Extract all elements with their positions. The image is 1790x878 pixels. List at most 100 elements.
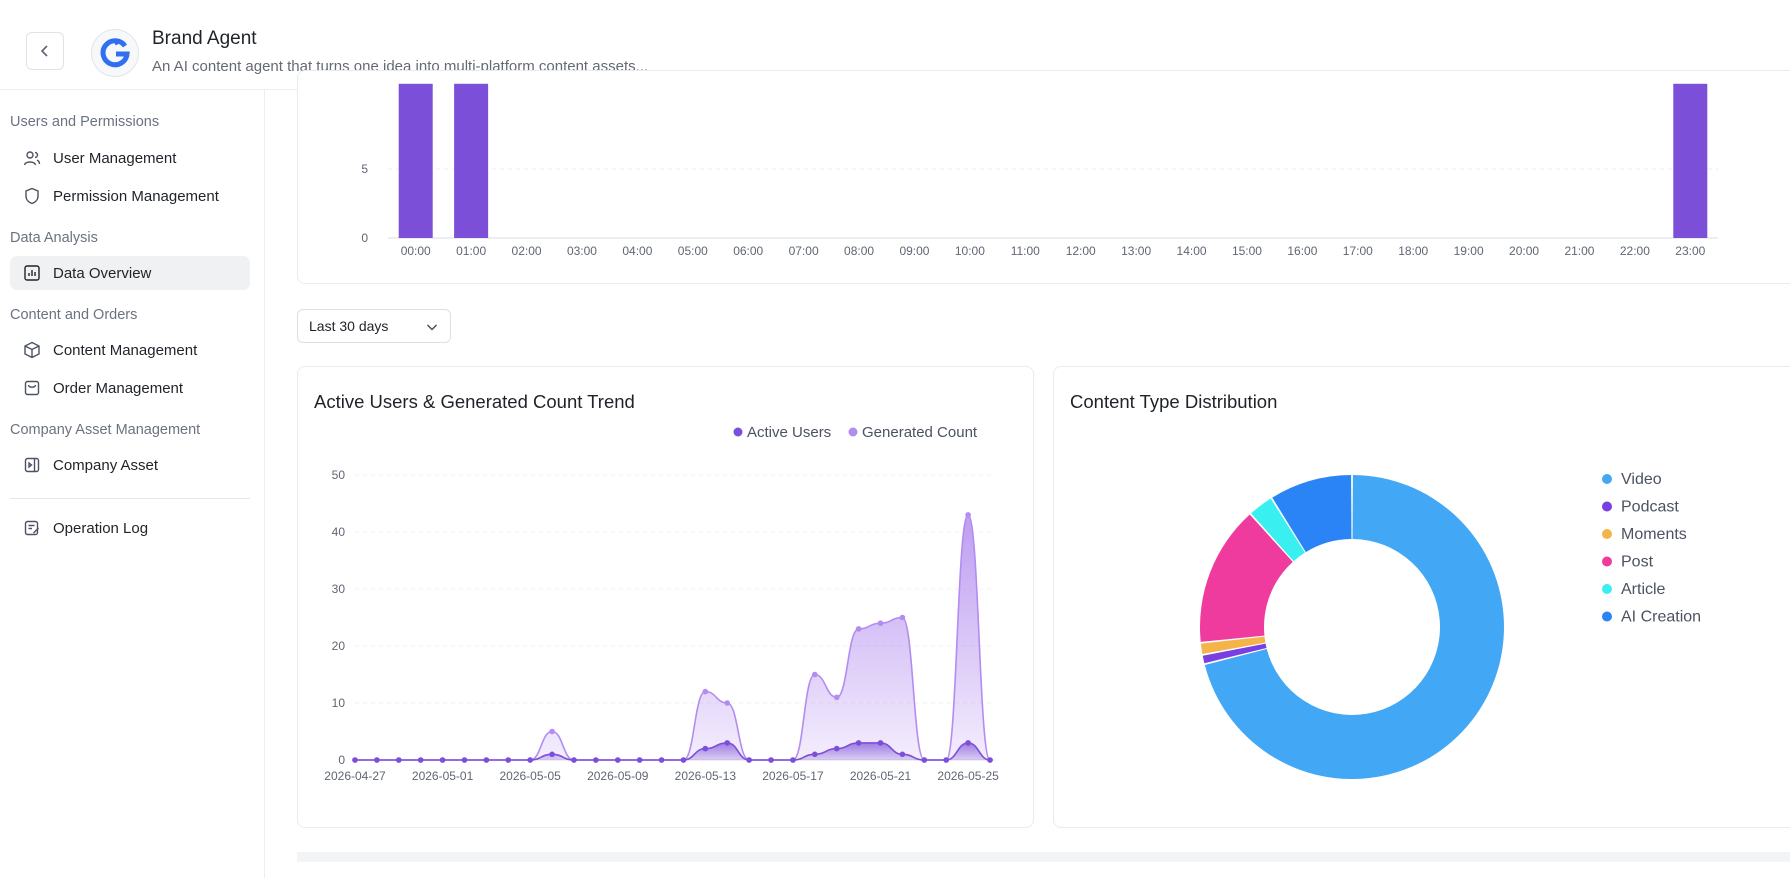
active-users-point — [636, 757, 643, 763]
slice-article — [1251, 498, 1305, 562]
bar — [1673, 83, 1708, 238]
x-tick-label: 17:00 — [1343, 244, 1373, 258]
sidebar-item-operation-log[interactable]: Operation Log — [10, 511, 250, 545]
legend-label: Active Users — [747, 424, 831, 441]
active-users-point — [505, 757, 512, 763]
active-users-point — [790, 757, 796, 763]
x-tick-label: 16:00 — [1287, 244, 1317, 258]
x-tick-label: 12:00 — [1066, 244, 1096, 258]
x-tick-label: 15:00 — [1232, 244, 1262, 258]
generated-count-point — [965, 512, 971, 518]
active-users-point — [724, 740, 731, 746]
bar — [454, 83, 489, 238]
legend-label: Video — [1621, 471, 1662, 488]
x-tick-label: 2026-05-25 — [937, 769, 999, 783]
active-users-point — [921, 757, 928, 763]
active-users-point — [571, 757, 577, 763]
date-range-select[interactable]: Last 30 days — [297, 309, 451, 343]
order-icon — [24, 380, 40, 396]
legend-marker — [733, 427, 743, 437]
active-users-area — [355, 742, 990, 760]
sidebar-item-content-management[interactable]: Content Management — [10, 333, 250, 367]
x-tick-label: 23:00 — [1675, 244, 1705, 258]
y-tick-label: 5 — [361, 162, 368, 176]
generated-count-point — [812, 671, 818, 678]
x-tick-label: 02:00 — [512, 244, 542, 258]
x-tick-label: 13:00 — [1121, 244, 1151, 258]
back-button[interactable] — [26, 32, 64, 70]
active-users-point — [374, 757, 380, 763]
active-users-point — [549, 751, 555, 758]
legend-marker — [1602, 501, 1612, 512]
sidebar-item-data-overview[interactable]: Data Overview — [10, 256, 250, 290]
generated-count-point — [899, 614, 906, 621]
slice-moments — [1200, 636, 1266, 654]
active-users-point — [593, 757, 599, 763]
generated-count-point — [833, 694, 840, 701]
slice-video — [1204, 475, 1504, 779]
section-title-content-orders: Content and Orders — [10, 307, 138, 323]
legend-label: AI Creation — [1621, 609, 1701, 626]
x-tick-label: 2026-05-21 — [850, 769, 912, 783]
generated-count-point — [855, 626, 862, 632]
active-users-point — [965, 740, 971, 746]
active-users-point — [352, 757, 358, 763]
x-tick-label: 19:00 — [1454, 244, 1484, 258]
active-users-point — [899, 751, 906, 758]
legend-label: Post — [1621, 554, 1654, 571]
x-tick-label: 14:00 — [1177, 244, 1207, 258]
x-tick-label: 05:00 — [678, 244, 708, 258]
log-icon — [24, 520, 39, 536]
x-tick-label: 2026-05-13 — [675, 769, 737, 783]
bar-chart-icon — [24, 265, 40, 281]
active-users-point — [812, 751, 818, 758]
hourly-usage-card: 0 5 00:00 01:00 02:00 03:00 04:00 05:00 06:00 07:… — [297, 70, 1790, 284]
app-logo — [91, 29, 139, 77]
slice-post — [1200, 514, 1293, 642]
x-tick-label: 20:00 — [1509, 244, 1539, 258]
y-tick-label: 40 — [332, 525, 346, 539]
x-tick-label: 2026-05-05 — [499, 769, 561, 783]
generated-count-point — [877, 620, 884, 626]
legend-marker — [1602, 556, 1612, 567]
x-tick-label: 07:00 — [789, 244, 819, 258]
y-tick-label: 0 — [361, 231, 368, 245]
x-tick-label: 21:00 — [1564, 244, 1594, 258]
sidebar-item-company-asset[interactable]: Company Asset — [10, 448, 250, 482]
x-tick-label: 01:00 — [456, 244, 486, 258]
sidebar: Users and Permissions User Management Pe… — [0, 90, 265, 878]
bar — [398, 83, 433, 238]
active-users-point — [461, 757, 468, 763]
trend-chart-title: Active Users & Generated Count Trend — [314, 391, 635, 412]
x-tick-label: 10:00 — [955, 244, 985, 258]
y-tick-label: 50 — [332, 468, 346, 482]
chevron-down-icon — [426, 324, 438, 331]
y-tick-label: 10 — [332, 696, 346, 710]
legend-marker — [1602, 529, 1612, 539]
active-users-point — [417, 757, 424, 763]
asset-icon — [24, 457, 40, 473]
legend-label: Article — [1621, 581, 1666, 598]
x-tick-label: 2026-05-17 — [762, 769, 824, 783]
chevron-left-icon — [40, 45, 48, 57]
sidebar-item-label: Content Management — [53, 341, 198, 359]
sidebar-item-label: Order Management — [53, 379, 184, 397]
active-users-point — [855, 740, 862, 746]
x-tick-label: 22:00 — [1620, 244, 1650, 258]
sidebar-item-order-management[interactable]: Order Management — [10, 371, 250, 405]
cube-icon — [24, 341, 40, 359]
sidebar-item-label: Data Overview — [53, 264, 152, 282]
legend-label: Moments — [1621, 526, 1687, 543]
active-users-point — [439, 757, 446, 763]
x-tick-label: 09:00 — [899, 244, 929, 258]
generated-count-area — [355, 514, 990, 760]
sidebar-item-permission-management[interactable]: Permission Management — [10, 179, 250, 213]
x-tick-label: 06:00 — [733, 244, 763, 258]
y-tick-label: 20 — [332, 639, 346, 653]
section-title-users-permissions: Users and Permissions — [10, 114, 160, 130]
generated-count-point — [702, 688, 709, 695]
x-tick-label: 03:00 — [567, 244, 597, 258]
sidebar-item-user-management[interactable]: User Management — [10, 141, 250, 175]
active-users-point — [614, 757, 621, 763]
next-card-top-edge — [297, 852, 1790, 862]
